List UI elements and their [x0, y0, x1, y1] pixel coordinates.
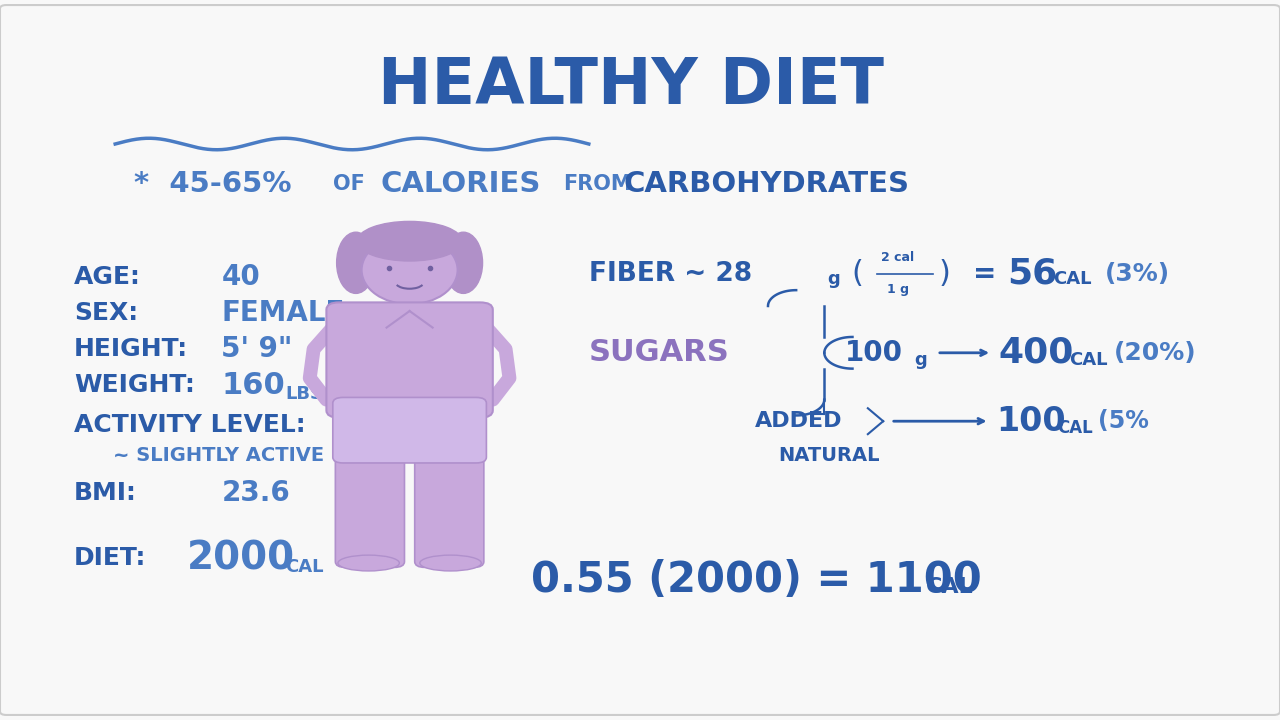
- Text: NATURAL: NATURAL: [778, 446, 879, 464]
- Text: SEX:: SEX:: [74, 301, 138, 325]
- Text: g: g: [914, 351, 927, 369]
- Ellipse shape: [420, 555, 481, 571]
- Ellipse shape: [361, 236, 458, 304]
- FancyBboxPatch shape: [326, 302, 493, 418]
- Text: 2 cal: 2 cal: [881, 251, 914, 264]
- Text: FROM: FROM: [563, 174, 632, 194]
- Text: CAL: CAL: [1053, 271, 1092, 289]
- Ellipse shape: [337, 232, 375, 294]
- Text: (: (: [851, 259, 863, 288]
- FancyBboxPatch shape: [415, 444, 484, 567]
- Text: (3%): (3%): [1105, 261, 1170, 286]
- Text: FIBER ~ 28: FIBER ~ 28: [589, 261, 751, 287]
- Text: CAL: CAL: [285, 557, 324, 576]
- Text: ACTIVITY LEVEL:: ACTIVITY LEVEL:: [74, 413, 306, 437]
- Text: 40: 40: [221, 264, 260, 291]
- Text: CAL: CAL: [1057, 420, 1093, 438]
- Text: LBS: LBS: [285, 384, 324, 403]
- Text: CAL: CAL: [1069, 351, 1107, 369]
- Text: WEIGHT:: WEIGHT:: [74, 373, 195, 397]
- FancyBboxPatch shape: [333, 397, 486, 463]
- Text: FEMALE: FEMALE: [221, 300, 344, 327]
- Text: 0.55 (2000) = 1100: 0.55 (2000) = 1100: [531, 559, 982, 600]
- Text: AGE:: AGE:: [74, 265, 141, 289]
- Text: CAL: CAL: [925, 577, 973, 597]
- Text: 5' 9": 5' 9": [221, 336, 293, 363]
- Text: g: g: [827, 271, 840, 289]
- Text: HEALTHY DIET: HEALTHY DIET: [378, 55, 883, 117]
- Text: 100: 100: [996, 405, 1065, 438]
- Ellipse shape: [338, 555, 399, 571]
- Text: ADDED: ADDED: [755, 411, 842, 431]
- Text: 100: 100: [845, 339, 902, 366]
- Ellipse shape: [357, 222, 462, 261]
- Ellipse shape: [444, 232, 483, 294]
- Text: 160: 160: [221, 371, 285, 400]
- Text: 2000: 2000: [187, 539, 294, 577]
- Text: 1 g: 1 g: [887, 283, 909, 296]
- Text: DIET:: DIET:: [74, 546, 147, 570]
- Text: *  45-65%: * 45-65%: [134, 170, 292, 197]
- Text: CARBOHYDRATES: CARBOHYDRATES: [623, 170, 909, 197]
- Text: SUGARS: SUGARS: [589, 338, 730, 367]
- Text: 23.6: 23.6: [221, 480, 291, 507]
- FancyBboxPatch shape: [392, 283, 428, 315]
- Text: CALORIES: CALORIES: [380, 170, 540, 197]
- Text: 56: 56: [1007, 256, 1057, 291]
- Text: OF: OF: [333, 174, 365, 194]
- Text: 400: 400: [998, 336, 1074, 370]
- Text: ): ): [938, 259, 950, 288]
- Text: ~ SLIGHTLY ACTIVE: ~ SLIGHTLY ACTIVE: [113, 446, 324, 464]
- Text: =: =: [973, 260, 996, 287]
- Text: (20%): (20%): [1114, 341, 1197, 365]
- FancyBboxPatch shape: [335, 444, 404, 567]
- Text: BMI:: BMI:: [74, 481, 137, 505]
- Text: (5%: (5%: [1098, 409, 1149, 433]
- Text: HEIGHT:: HEIGHT:: [74, 337, 188, 361]
